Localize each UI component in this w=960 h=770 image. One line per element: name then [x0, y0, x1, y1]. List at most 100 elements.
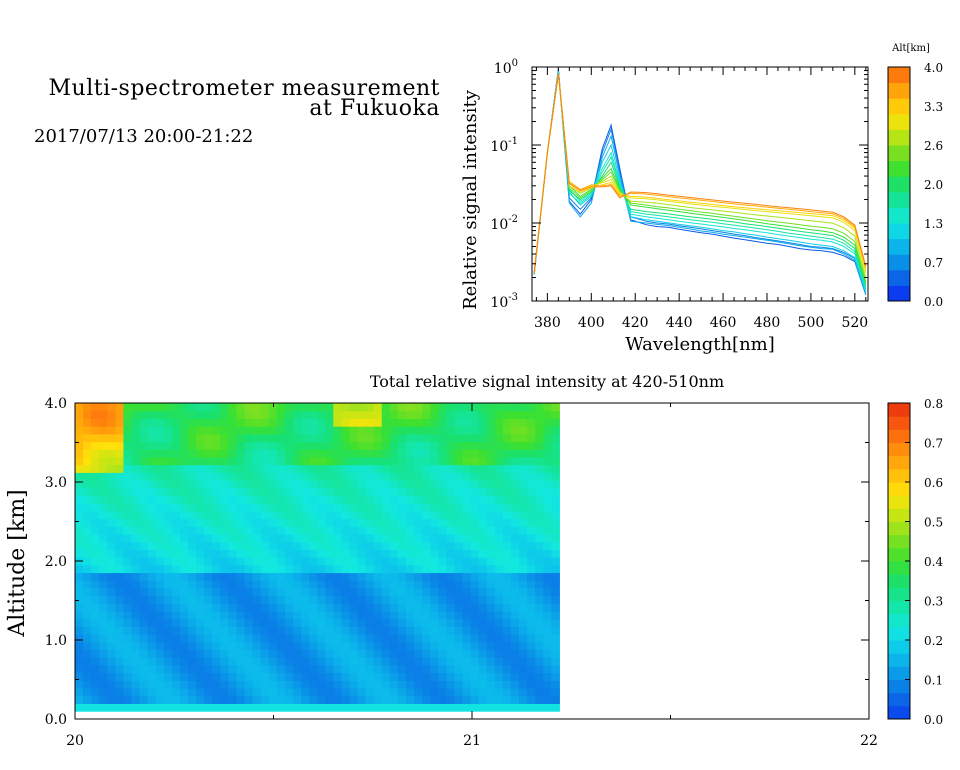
heatmap-cell: [494, 618, 504, 627]
colorbar-swatch: [888, 640, 910, 654]
heatmap-cell: [535, 403, 544, 412]
heatmap-cell: [284, 472, 294, 481]
heatmap-cell: [284, 618, 294, 627]
colorbar-tick-label: 4.0: [924, 61, 943, 75]
heatmap-cell: [107, 641, 116, 651]
heatmap-cell: [527, 595, 536, 604]
heatmap-cell: [454, 541, 464, 550]
heatmap-cell: [115, 418, 125, 427]
heatmap-cell: [171, 549, 181, 558]
colorbar-swatch: [888, 508, 910, 522]
heatmap-cell: [397, 664, 407, 674]
heatmap-cell: [252, 449, 262, 458]
heatmap-cell: [276, 533, 286, 543]
heatmap-cell: [268, 541, 278, 550]
heatmap-cell: [171, 495, 181, 504]
heatmap-cell: [236, 603, 246, 612]
heatmap-cell: [83, 664, 92, 674]
heatmap-cell: [83, 518, 92, 527]
heatmap-cell: [171, 626, 181, 635]
heatmap-cell: [179, 541, 189, 550]
heatmap-cell: [373, 441, 383, 450]
heatmap-cell: [535, 518, 544, 527]
heatmap-cell: [518, 672, 528, 681]
heatmap-cell: [236, 557, 246, 566]
heatmap-cell: [502, 426, 512, 435]
heatmap-cell: [276, 664, 286, 674]
heatmap-cell: [349, 441, 359, 450]
heatmap-cell: [543, 480, 552, 489]
heatmap-cell: [422, 580, 431, 589]
heatmap-cell: [373, 595, 383, 604]
measurement-timestamp: 2017/07/13 20:00-21:22: [34, 126, 254, 147]
heatmap-cell: [115, 587, 125, 597]
heatmap-cell: [535, 495, 544, 504]
heatmap-cell: [204, 564, 213, 574]
heatmap-cell: [196, 503, 205, 512]
heatmap-cell: [236, 433, 246, 443]
heatmap-cell: [171, 472, 181, 481]
heatmap-cell: [260, 441, 270, 450]
heatmap-cell: [438, 649, 447, 658]
colorbar-swatch: [888, 223, 910, 240]
heatmap-cell: [244, 703, 254, 712]
heatmap-cell: [430, 603, 439, 612]
heatmap-cell: [244, 403, 254, 412]
heatmap-cell: [244, 526, 254, 535]
heatmap-cell: [244, 487, 254, 497]
heatmap-cell: [478, 557, 488, 566]
heatmap-cell: [494, 657, 504, 666]
heatmap-cell: [252, 572, 262, 581]
heatmap-cell: [365, 695, 375, 704]
heatmap-cell: [155, 610, 165, 620]
heatmap-cell: [292, 610, 302, 620]
heatmap-cell: [220, 626, 229, 635]
heatmap-cell: [91, 595, 100, 604]
heatmap-cell: [422, 703, 431, 712]
heatmap-cell: [123, 572, 133, 581]
x-tick-label: 440: [666, 315, 693, 331]
heatmap-cell: [405, 472, 415, 481]
heatmap-cell: [518, 649, 528, 658]
heatmap-cell: [260, 418, 270, 427]
heatmap-cell: [107, 603, 116, 612]
heatmap-cell: [341, 626, 351, 635]
heatmap-cell: [535, 680, 544, 689]
heatmap-cell: [430, 687, 439, 697]
heatmap-cell: [405, 441, 415, 450]
heatmap-cell: [510, 495, 520, 504]
heatmap-cell: [510, 441, 520, 450]
heatmap-cell: [244, 626, 254, 635]
heatmap-cell: [309, 557, 318, 566]
heatmap-cell: [551, 626, 560, 635]
heatmap-cell: [527, 649, 536, 658]
heatmap-cell: [527, 449, 536, 458]
heatmap-cell: [204, 641, 213, 651]
heatmap-cell: [333, 618, 342, 627]
spectrum-y-axis-label: Relative signal intensity: [460, 89, 481, 310]
heatmap-cell: [478, 456, 488, 466]
heatmap-cell: [301, 549, 310, 558]
heatmap-cell: [494, 456, 504, 466]
heatmap-cell: [284, 449, 294, 458]
heatmap-cell: [470, 626, 480, 635]
heatmap-cell: [155, 433, 165, 443]
heatmap-cell: [438, 533, 447, 543]
heatmap-cell: [204, 472, 213, 481]
heatmap-cell: [91, 687, 100, 697]
heatmap-cell: [494, 687, 504, 697]
heatmap-cell: [268, 626, 278, 635]
heatmap-cell: [430, 580, 439, 589]
heatmap-cell: [462, 626, 472, 635]
heatmap-cell: [220, 526, 229, 535]
heatmap-cell: [276, 410, 286, 420]
heatmap-cell: [510, 410, 520, 420]
heatmap-cell: [309, 657, 318, 666]
heatmap-cell: [389, 433, 399, 443]
heatmap-cell: [252, 657, 262, 666]
heatmap-cell: [107, 495, 116, 504]
heatmap-cell: [196, 541, 205, 550]
heatmap-cell: [349, 495, 359, 504]
heatmap-cell: [228, 672, 238, 681]
colorbar-swatch: [888, 547, 910, 562]
